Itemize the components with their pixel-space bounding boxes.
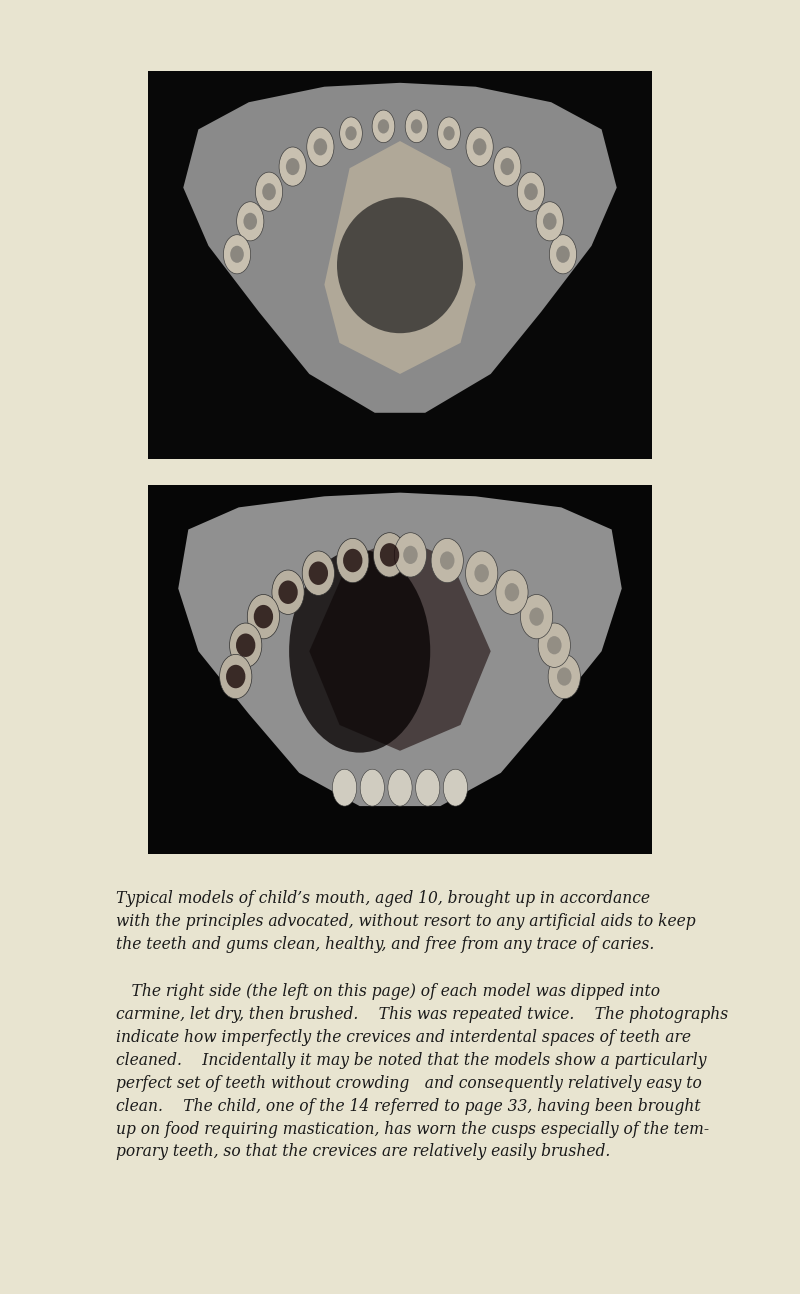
Ellipse shape: [219, 655, 252, 699]
Ellipse shape: [501, 158, 514, 175]
Ellipse shape: [443, 127, 454, 141]
Ellipse shape: [494, 148, 521, 186]
Ellipse shape: [505, 584, 519, 602]
Ellipse shape: [230, 622, 262, 668]
Ellipse shape: [343, 549, 362, 572]
Ellipse shape: [243, 212, 257, 230]
Ellipse shape: [416, 769, 440, 806]
Ellipse shape: [254, 604, 273, 629]
Ellipse shape: [403, 546, 418, 564]
Polygon shape: [310, 537, 490, 751]
Ellipse shape: [289, 550, 430, 753]
Ellipse shape: [278, 581, 298, 604]
Ellipse shape: [496, 571, 528, 615]
Ellipse shape: [286, 158, 299, 175]
Ellipse shape: [279, 148, 306, 186]
Ellipse shape: [431, 538, 463, 582]
Ellipse shape: [440, 551, 454, 569]
Ellipse shape: [372, 110, 395, 142]
Ellipse shape: [346, 127, 357, 141]
Ellipse shape: [306, 127, 334, 167]
Ellipse shape: [262, 184, 276, 201]
Ellipse shape: [236, 634, 255, 657]
Ellipse shape: [272, 571, 304, 615]
Ellipse shape: [474, 564, 489, 582]
Ellipse shape: [337, 538, 369, 582]
Polygon shape: [178, 493, 622, 806]
Ellipse shape: [524, 184, 538, 201]
Ellipse shape: [380, 543, 399, 567]
Ellipse shape: [255, 172, 282, 211]
Ellipse shape: [556, 246, 570, 263]
Ellipse shape: [411, 119, 422, 133]
Ellipse shape: [538, 622, 570, 668]
Ellipse shape: [230, 246, 244, 263]
Ellipse shape: [237, 202, 264, 241]
Bar: [148, 485, 652, 854]
Ellipse shape: [360, 769, 384, 806]
Ellipse shape: [309, 562, 328, 585]
Ellipse shape: [550, 234, 577, 274]
Bar: [148, 71, 652, 459]
Ellipse shape: [530, 607, 544, 626]
Ellipse shape: [226, 665, 246, 688]
Ellipse shape: [518, 172, 545, 211]
Ellipse shape: [333, 769, 357, 806]
Text: The right side (the left on this page) of each model was dipped into
carmine, le: The right side (the left on this page) o…: [116, 983, 728, 1161]
Ellipse shape: [543, 212, 557, 230]
Polygon shape: [183, 83, 617, 413]
Ellipse shape: [388, 769, 412, 806]
Ellipse shape: [443, 769, 467, 806]
Ellipse shape: [223, 234, 250, 274]
Ellipse shape: [337, 198, 463, 333]
Ellipse shape: [340, 116, 362, 150]
Ellipse shape: [536, 202, 563, 241]
Ellipse shape: [466, 551, 498, 595]
Ellipse shape: [374, 533, 406, 577]
Ellipse shape: [557, 668, 571, 686]
Ellipse shape: [547, 637, 562, 655]
Text: Typical models of child’s mouth, aged 10, brought up in accordance
with the prin: Typical models of child’s mouth, aged 10…: [116, 890, 696, 952]
Polygon shape: [325, 141, 475, 374]
Ellipse shape: [466, 127, 494, 167]
Ellipse shape: [247, 594, 279, 639]
Ellipse shape: [548, 655, 581, 699]
Ellipse shape: [378, 119, 389, 133]
Ellipse shape: [314, 138, 327, 155]
Ellipse shape: [394, 533, 426, 577]
Ellipse shape: [302, 551, 334, 595]
Ellipse shape: [438, 116, 460, 150]
Ellipse shape: [521, 594, 553, 639]
Ellipse shape: [405, 110, 428, 142]
Ellipse shape: [473, 138, 486, 155]
